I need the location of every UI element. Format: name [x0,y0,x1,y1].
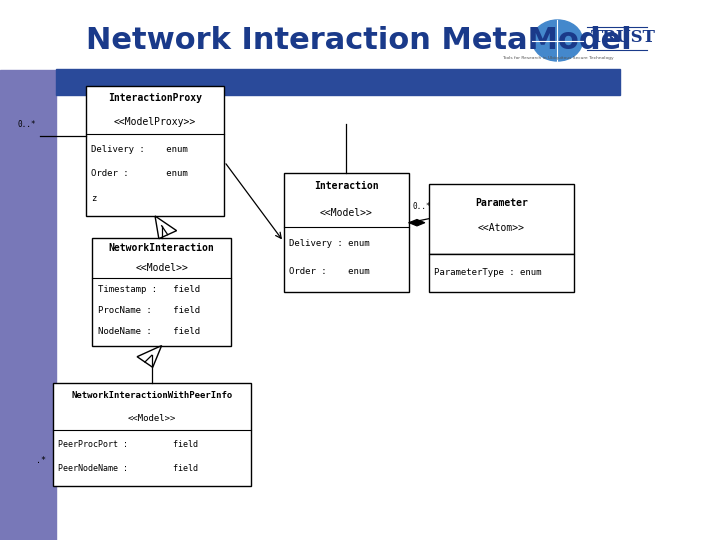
Text: <<Model>>: <<Model>> [320,208,373,218]
Bar [429,254,574,292]
Polygon shape [409,219,425,226]
Bar [284,173,409,292]
Bar [0,0,660,70]
Text: Parameter: Parameter [475,198,528,208]
Text: <<Model>>: <<Model>> [127,414,176,423]
Text: NodeName :    field: NodeName : field [98,327,199,336]
Text: PeerProcPort :         field: PeerProcPort : field [58,440,198,449]
Text: <<Model>>: <<Model>> [135,262,188,273]
Bar [53,383,251,486]
Text: ParameterType : enum: ParameterType : enum [434,268,541,277]
Text: Tools for Research in Ubiquitous Secure Technology: Tools for Research in Ubiquitous Secure … [502,56,613,60]
Text: NetworkInteractionWithPeerInfo: NetworkInteractionWithPeerInfo [71,390,233,400]
Text: ProcName :    field: ProcName : field [98,306,199,315]
Text: Delivery : enum: Delivery : enum [289,239,369,248]
Text: Interaction: Interaction [314,181,379,191]
Text: Timestamp :   field: Timestamp : field [98,286,199,294]
Bar [429,184,574,254]
Text: 0..*: 0..* [18,120,36,129]
Bar [0,70,56,540]
Bar [56,69,620,94]
Circle shape [532,20,582,61]
Text: Delivery :    enum: Delivery : enum [91,145,188,154]
Text: Order :    enum: Order : enum [289,267,369,276]
Text: .*: .* [36,456,46,465]
Text: TRUST: TRUST [590,29,655,46]
Text: NetworkInteraction: NetworkInteraction [109,242,215,253]
Text: 0..*: 0..* [413,202,431,211]
Text: z: z [91,194,96,203]
Text: <<Atom>>: <<Atom>> [478,223,525,233]
Text: Network Interaction MetaModel: Network Interaction MetaModel [86,26,631,55]
Text: PeerNodeName :         field: PeerNodeName : field [58,464,198,474]
Bar [92,238,231,346]
Text: <<ModelProxy>>: <<ModelProxy>> [114,117,196,127]
Bar [86,86,225,216]
Text: InteractionProxy: InteractionProxy [108,93,202,104]
Text: Order :       enum: Order : enum [91,170,188,178]
